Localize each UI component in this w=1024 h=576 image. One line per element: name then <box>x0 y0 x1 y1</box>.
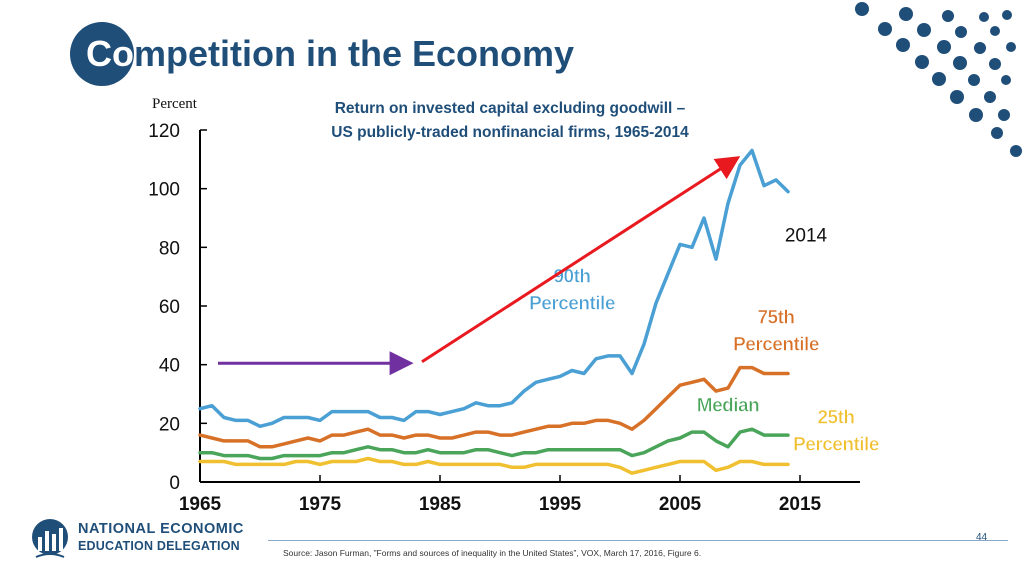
y-tick-label-20: 20 <box>159 414 180 435</box>
footer-divider <box>268 540 1008 541</box>
series-label-p75-line-1: Percentile <box>733 335 819 356</box>
title-first-letters: Co <box>86 33 134 74</box>
chart-title-line2: US publicly-traded nonfinancial firms, 1… <box>331 124 689 141</box>
chart-arrows <box>218 156 741 376</box>
annotation-2014: 2014 <box>785 225 828 246</box>
series-label-median: Median <box>697 396 759 417</box>
series-label-p90-line-0: 90th <box>553 267 590 288</box>
chart-title: Return on invested capital excluding goo… <box>270 97 750 145</box>
chart-series-labels: 90th Percentile 75th Percentile Median 25th Pe… <box>529 225 880 455</box>
rising-trend-arrow <box>421 156 741 363</box>
x-tick-label-2005: 2005 <box>659 494 702 515</box>
chart-title-line1: Return on invested capital excluding goo… <box>334 100 686 117</box>
chart-axes: Percent 0 20 40 60 80 100 120 1965 1975 1985 1995 20… <box>148 96 860 515</box>
series-label-p75-line-0: 75th <box>757 308 794 329</box>
logo-line1: NATIONAL ECONOMIC <box>78 521 244 537</box>
series-line-p25 <box>198 456 790 475</box>
series-label-p25: 25th Percentile <box>793 407 879 455</box>
series-line-p75 <box>198 365 790 449</box>
y-tick-label-0: 0 <box>169 473 180 494</box>
y-axis-label: Percent <box>152 96 198 112</box>
x-tick-label-1965: 1965 <box>179 494 222 515</box>
x-tick-label-1985: 1985 <box>419 494 462 515</box>
y-tick-label-40: 40 <box>159 356 180 377</box>
series-label-p90-line-1: Percentile <box>529 294 615 315</box>
x-tick-label-1975: 1975 <box>299 494 342 515</box>
series-label-p75: 75th Percentile <box>733 308 819 356</box>
series-line-median <box>198 427 790 461</box>
series-label-median-line-0: Median <box>697 396 759 417</box>
slide-title-text: Competition in the Economy <box>86 32 574 76</box>
title-rest: mpetition in the Economy <box>134 33 575 74</box>
logo-line2: EDUCATION DELEGATION <box>78 539 240 553</box>
y-tick-label-60: 60 <box>159 297 180 318</box>
series-label-p25-line-0: 25th <box>817 407 854 428</box>
title-circle-accent <box>70 22 134 86</box>
y-tick-label-120: 120 <box>148 121 180 142</box>
source-citation: Source: Jason Furman, ”Forms and sources… <box>283 548 702 558</box>
page-number: 44 <box>976 532 988 543</box>
ned-logo: NATIONAL ECONOMIC EDUCATION DELEGATION <box>30 517 270 561</box>
y-tick-label-100: 100 <box>148 180 180 201</box>
x-tick-label-1995: 1995 <box>539 494 582 515</box>
series-line-p90 <box>198 148 790 429</box>
series-label-p90: 90th Percentile <box>529 267 615 315</box>
series-label-p25-line-1: Percentile <box>793 434 879 455</box>
x-tick-label-2015: 2015 <box>779 494 822 515</box>
ned-logo-icon <box>32 519 68 558</box>
ned-logo-wordmark: NATIONAL ECONOMIC EDUCATION DELEGATION <box>78 521 244 554</box>
y-tick-label-80: 80 <box>159 238 180 259</box>
chart-series-lines <box>198 148 790 475</box>
